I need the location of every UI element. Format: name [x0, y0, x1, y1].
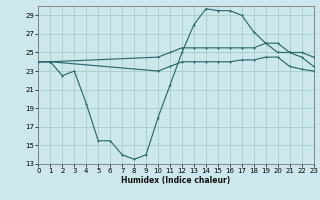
- X-axis label: Humidex (Indice chaleur): Humidex (Indice chaleur): [121, 176, 231, 185]
